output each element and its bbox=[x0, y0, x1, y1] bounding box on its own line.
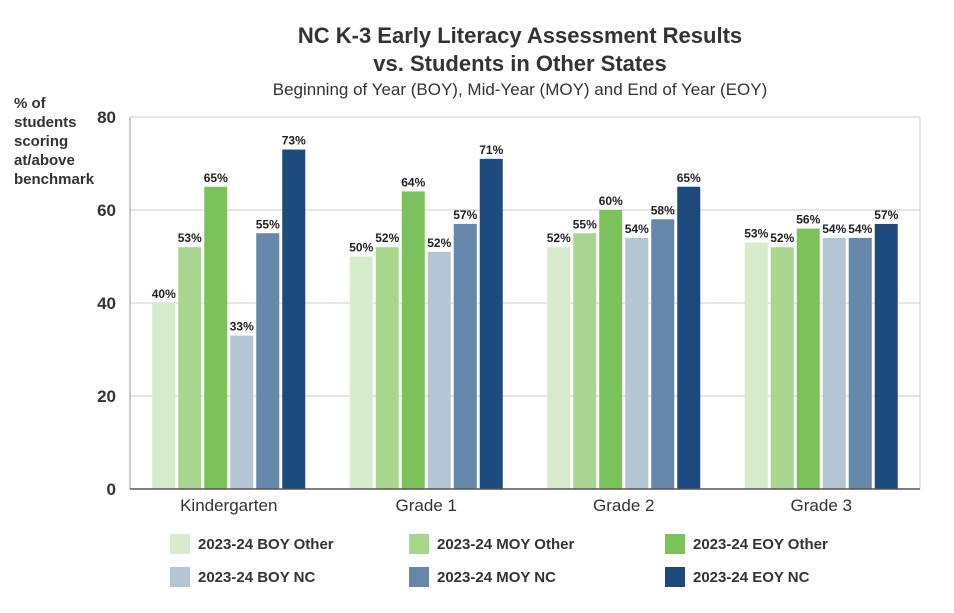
y-axis-label-line: at/above bbox=[14, 152, 75, 169]
y-axis-label-line: % of bbox=[14, 95, 46, 112]
data-label: 65% bbox=[204, 171, 228, 185]
x-tick-label: Grade 3 bbox=[791, 496, 852, 515]
bar bbox=[744, 242, 768, 489]
bar bbox=[479, 158, 503, 489]
bar bbox=[770, 247, 794, 489]
data-label: 57% bbox=[874, 208, 898, 222]
bar bbox=[547, 247, 571, 489]
bar bbox=[625, 237, 649, 489]
bar bbox=[256, 233, 280, 489]
bar bbox=[178, 247, 202, 489]
chart-subtitle: Beginning of Year (BOY), Mid-Year (MOY) … bbox=[272, 80, 768, 99]
data-label: 71% bbox=[479, 143, 503, 157]
bar bbox=[282, 149, 306, 490]
bar bbox=[152, 303, 176, 489]
bar bbox=[677, 186, 701, 489]
data-label: 55% bbox=[573, 217, 597, 231]
data-label: 40% bbox=[152, 287, 176, 301]
y-tick-label: 80 bbox=[97, 108, 116, 127]
data-label: 56% bbox=[796, 213, 820, 227]
bar bbox=[848, 237, 872, 489]
x-tick-label: Kindergarten bbox=[180, 496, 277, 515]
y-axis-label-line: scoring bbox=[14, 133, 69, 150]
chart-title-line2: vs. Students in Other States bbox=[373, 51, 667, 76]
data-label: 52% bbox=[375, 231, 399, 245]
bar bbox=[401, 191, 425, 489]
bar bbox=[599, 210, 623, 489]
data-label: 53% bbox=[178, 231, 202, 245]
data-label: 64% bbox=[401, 175, 425, 189]
chart-title-line1: NC K-3 Early Literacy Assessment Results bbox=[297, 23, 743, 48]
y-axis-label-line: benchmark bbox=[14, 171, 95, 188]
bar bbox=[453, 223, 477, 489]
y-tick-label: 60 bbox=[97, 201, 116, 220]
bar bbox=[874, 223, 898, 489]
data-label: 54% bbox=[822, 222, 846, 236]
x-tick-label: Grade 1 bbox=[396, 496, 457, 515]
y-axis-label-line: students bbox=[14, 114, 77, 131]
data-label: 52% bbox=[547, 231, 571, 245]
y-tick-label: 20 bbox=[97, 387, 116, 406]
data-label: 58% bbox=[651, 203, 675, 217]
data-label: 54% bbox=[625, 222, 649, 236]
data-label: 54% bbox=[848, 222, 872, 236]
y-axis-label: % of students scoring at/above benchmark bbox=[14, 94, 124, 189]
bar bbox=[796, 228, 820, 489]
data-label: 50% bbox=[349, 241, 373, 255]
data-label: 60% bbox=[599, 194, 623, 208]
bar bbox=[822, 237, 846, 489]
bar bbox=[230, 335, 254, 489]
data-label: 33% bbox=[230, 320, 254, 334]
bar bbox=[427, 251, 451, 489]
data-label: 73% bbox=[282, 134, 306, 148]
bar bbox=[204, 186, 228, 489]
data-label: 55% bbox=[256, 217, 280, 231]
data-label: 65% bbox=[677, 171, 701, 185]
y-tick-label: 40 bbox=[97, 294, 116, 313]
chart-title: NC K-3 Early Literacy Assessment Results… bbox=[0, 22, 954, 78]
x-tick-label: Grade 2 bbox=[593, 496, 654, 515]
data-label: 57% bbox=[453, 208, 477, 222]
bar bbox=[651, 219, 675, 490]
data-label: 52% bbox=[770, 231, 794, 245]
bar bbox=[375, 247, 399, 489]
data-label: 53% bbox=[744, 227, 768, 241]
y-tick-label: 0 bbox=[107, 480, 116, 499]
bar bbox=[349, 256, 373, 489]
data-label: 52% bbox=[427, 236, 451, 250]
bar bbox=[573, 233, 597, 489]
